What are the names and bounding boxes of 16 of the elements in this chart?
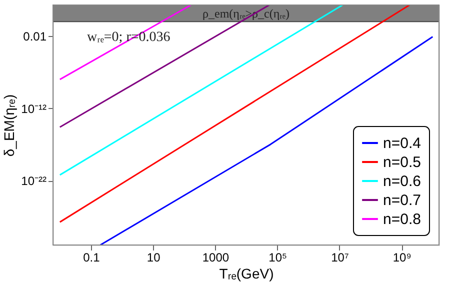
y-tick-label: 0.01 [23,30,47,44]
legend-label: n=0.7 [383,192,421,209]
x-tick-label: 10⁹ [392,250,412,264]
y-tick-label: 10⁻²² [21,174,46,188]
legend-label: n=0.8 [383,211,421,228]
x-axis-title: Tᵣₑ(GeV) [219,266,274,282]
x-tick-label: 10 [146,250,161,264]
x-tick-label: 10⁵ [268,250,288,264]
legend-label: n=0.4 [383,135,421,152]
x-tick-label: 10⁷ [331,250,349,264]
x-tick-label: 1000 [202,250,230,264]
y-tick-label: 10⁻¹² [21,102,46,116]
y-axis-title: δ_EM(ηᵣₑ) [1,94,18,157]
legend-label: n=0.6 [383,173,421,190]
legend-label: n=0.5 [383,154,421,171]
x-tick-label: 0.1 [83,250,100,264]
